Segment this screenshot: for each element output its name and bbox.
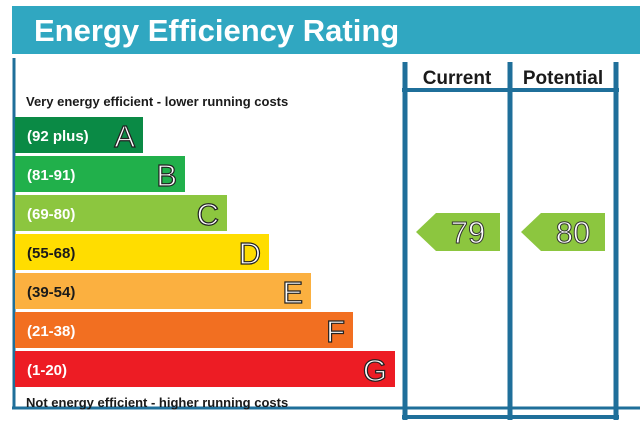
band-b-letter: B xyxy=(156,158,177,193)
current-column-header: Current xyxy=(423,68,492,89)
band-e-letter: E xyxy=(282,275,303,310)
band-a-bar xyxy=(15,117,143,153)
band-c-letter: C xyxy=(197,197,219,232)
current-rating-arrow xyxy=(416,213,500,251)
band-g-range: (1-20) xyxy=(27,362,67,379)
rating-bands: (92 plus) A (81-91) B (69-80) C (55-68) D (39-54… xyxy=(15,117,395,389)
band-c-bar xyxy=(15,195,227,231)
top-note: Very energy efficient - lower running co… xyxy=(26,94,288,109)
current-rating-value: 79 xyxy=(451,215,485,250)
band-g-letter: G xyxy=(363,353,387,388)
bottom-note: Not energy efficient - higher running co… xyxy=(26,395,288,410)
band-g-bar xyxy=(15,351,395,387)
header-bar: Energy Efficiency Rating xyxy=(12,6,640,54)
band-d-letter: D xyxy=(239,236,261,271)
band-f-bar xyxy=(15,312,353,348)
band-e-range: (39-54) xyxy=(27,284,75,301)
band-f-letter: F xyxy=(326,314,345,349)
band-c-range: (69-80) xyxy=(27,206,75,223)
potential-column-header: Potential xyxy=(523,68,603,89)
potential-rating-value: 80 xyxy=(556,215,590,250)
chart-title: Energy Efficiency Rating xyxy=(34,13,400,48)
band-b-range: (81-91) xyxy=(27,167,75,184)
band-a-range: (92 plus) xyxy=(27,128,89,145)
rating-arrows: 79 80 xyxy=(416,213,605,251)
band-d-range: (55-68) xyxy=(27,245,75,262)
band-d-bar xyxy=(15,234,269,270)
band-a-letter: A xyxy=(114,119,135,154)
band-f-range: (21-38) xyxy=(27,323,75,340)
band-b-bar xyxy=(15,156,185,192)
band-e-bar xyxy=(15,273,311,309)
potential-rating-arrow xyxy=(521,213,605,251)
